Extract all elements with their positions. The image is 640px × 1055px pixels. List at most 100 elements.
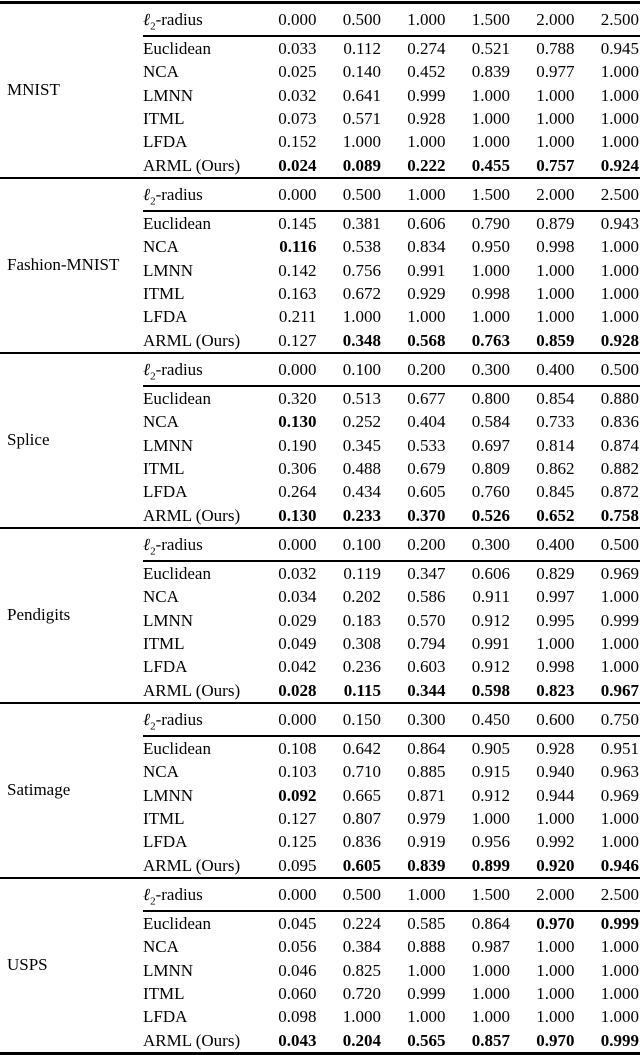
result-value: 0.233: [318, 507, 383, 524]
result-value: 0.929: [382, 285, 447, 302]
result-value: 0.991: [382, 262, 447, 279]
result-value: 0.956: [447, 833, 512, 850]
radius-value: 0.500: [576, 361, 640, 378]
result-value: 0.641: [318, 87, 383, 104]
result-value: 0.945: [576, 40, 640, 57]
method-label: Euclidean: [143, 215, 253, 232]
result-value: 0.130: [253, 507, 318, 524]
result-value: 0.586: [382, 588, 447, 605]
result-value: 0.829: [511, 565, 576, 582]
radius-value: 0.600: [511, 711, 576, 728]
result-value: 0.320: [253, 390, 318, 407]
result-value: 0.032: [253, 87, 318, 104]
method-label: LFDA: [143, 483, 253, 500]
result-value: 0.584: [447, 413, 512, 430]
result-value: 0.033: [253, 40, 318, 57]
result-value: 0.024: [253, 157, 318, 174]
result-value: 1.000: [447, 810, 512, 827]
method-label: Euclidean: [143, 565, 253, 582]
radius-value: 1.500: [447, 11, 512, 28]
radius-header-label: ℓ2-radius: [143, 886, 253, 903]
result-value: 0.598: [447, 682, 512, 699]
result-value: 0.809: [447, 460, 512, 477]
result-value: 0.521: [447, 40, 512, 57]
result-value: 0.970: [511, 915, 576, 932]
result-value: 0.103: [253, 763, 318, 780]
result-value: 0.025: [253, 63, 318, 80]
result-value: 1.000: [511, 985, 576, 1002]
result-value: 0.758: [576, 507, 640, 524]
result-value: 0.788: [511, 40, 576, 57]
radius-label-suffix: -radius: [156, 710, 203, 729]
result-value: 0.043: [253, 1032, 318, 1049]
result-value: 0.872: [576, 483, 640, 500]
result-value: 1.000: [447, 962, 512, 979]
result-value: 1.000: [382, 308, 447, 325]
radius-value: 0.000: [253, 186, 318, 203]
method-label: ARML (Ours): [143, 507, 253, 524]
result-value: 0.571: [318, 110, 383, 127]
radius-label-suffix: -radius: [156, 10, 203, 29]
result-value: 0.885: [382, 763, 447, 780]
method-label: Euclidean: [143, 390, 253, 407]
result-value: 0.977: [511, 63, 576, 80]
result-value: 0.943: [576, 215, 640, 232]
result-value: 0.814: [511, 437, 576, 454]
result-value: 0.347: [382, 565, 447, 582]
result-value: 0.940: [511, 763, 576, 780]
result-value: 0.882: [576, 460, 640, 477]
result-value: 1.000: [318, 133, 383, 150]
result-value: 0.112: [318, 40, 383, 57]
result-value: 0.606: [447, 565, 512, 582]
radius-value: 0.000: [253, 361, 318, 378]
result-value: 0.999: [576, 915, 640, 932]
result-value: 0.652: [511, 507, 576, 524]
result-value: 0.928: [511, 740, 576, 757]
result-value: 0.839: [447, 63, 512, 80]
result-value: 1.000: [447, 985, 512, 1002]
result-value: 0.095: [253, 857, 318, 874]
method-label: ITML: [143, 460, 253, 477]
method-label: ITML: [143, 285, 253, 302]
method-label: LMNN: [143, 787, 253, 804]
result-value: 1.000: [318, 308, 383, 325]
radius-value: 0.500: [318, 886, 383, 903]
method-label: ITML: [143, 635, 253, 652]
method-label: ARML (Ours): [143, 332, 253, 349]
result-value: 0.970: [511, 1032, 576, 1049]
result-value: 0.924: [576, 157, 640, 174]
result-value: 0.045: [253, 915, 318, 932]
result-value: 0.997: [511, 588, 576, 605]
result-value: 0.836: [576, 413, 640, 430]
dataset-label: Splice: [7, 430, 50, 450]
radius-value: 0.000: [253, 886, 318, 903]
result-value: 1.000: [576, 833, 640, 850]
method-label: Euclidean: [143, 740, 253, 757]
result-value: 0.034: [253, 588, 318, 605]
result-value: 0.888: [382, 938, 447, 955]
result-value: 1.000: [576, 238, 640, 255]
result-value: 0.404: [382, 413, 447, 430]
method-label: ARML (Ours): [143, 857, 253, 874]
radius-value: 0.300: [447, 361, 512, 378]
result-value: 0.928: [576, 332, 640, 349]
result-value: 1.000: [447, 87, 512, 104]
result-value: 0.538: [318, 238, 383, 255]
result-value: 0.836: [318, 833, 383, 850]
result-value: 0.032: [253, 565, 318, 582]
